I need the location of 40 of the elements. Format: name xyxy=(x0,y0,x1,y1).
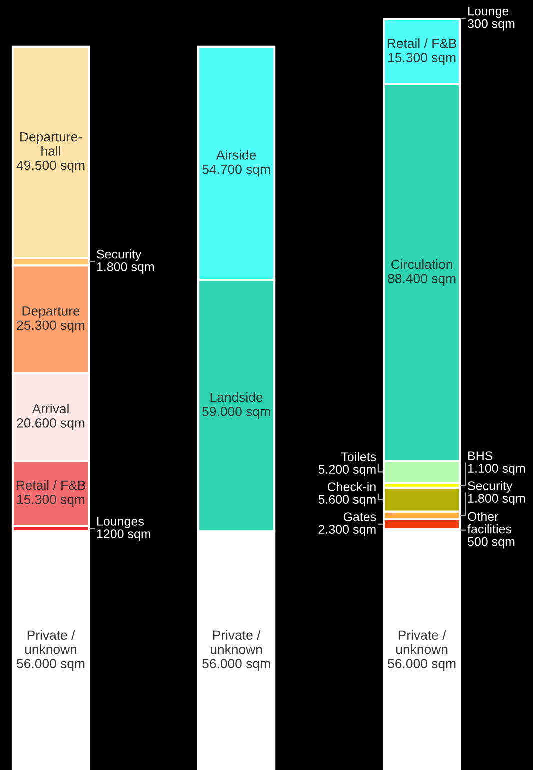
data-label: 2.300 sqm xyxy=(318,525,376,536)
data-label: 5.600 sqm xyxy=(318,495,376,506)
series-label: Arrival xyxy=(32,404,69,414)
data-label: 56.000 sqm xyxy=(388,659,456,672)
data-label: 25.300 sqm xyxy=(17,320,85,333)
series-label: Toilets xyxy=(341,452,376,462)
data-label: 56.000 sqm xyxy=(202,659,270,672)
series-label: Security xyxy=(97,250,142,262)
series-label: Gates xyxy=(344,512,376,522)
data-label: 1.800 sqm xyxy=(97,262,154,274)
series-label: Retail / F&B xyxy=(16,480,86,490)
series-label: Security xyxy=(468,481,513,493)
series-label: BHS xyxy=(468,452,493,460)
data-label: 54.700 sqm xyxy=(202,164,270,177)
series-label: Check-in xyxy=(328,482,376,492)
series-label: Departure xyxy=(22,306,80,318)
data-label: 1200 sqm xyxy=(97,530,151,541)
series-label: Lounge xyxy=(468,6,509,18)
data-label: 300 sqm xyxy=(468,19,515,31)
series-label: Circulation xyxy=(392,260,452,270)
series-label: Departure-hall xyxy=(20,132,82,156)
data-label: 1.800 sqm xyxy=(468,494,526,506)
text: Private / unknown xyxy=(210,630,262,654)
data-label: 15.300 sqm xyxy=(388,53,456,66)
data-label: 500 sqm xyxy=(468,537,515,549)
series-label: Landside xyxy=(210,392,263,402)
data-label: 5.200 sqm xyxy=(318,465,376,476)
data-label: 20.600 sqm xyxy=(17,418,85,430)
series-label: Other facilities xyxy=(468,512,512,534)
data-label: 15.300 sqm xyxy=(18,495,85,507)
data-label: 56.000 sqm xyxy=(17,659,85,672)
data-label: 49.500 sqm xyxy=(16,160,85,173)
series-label: Retail / F&B xyxy=(388,38,457,48)
data-label: 59.000 sqm xyxy=(202,407,270,419)
data-label: 88.400 sqm xyxy=(388,274,456,286)
series-label: Private / unknown xyxy=(396,630,448,654)
series-label: Airside xyxy=(216,150,256,160)
series-label: Lounges xyxy=(97,517,144,528)
text: Private / unknown xyxy=(25,630,77,654)
data-label: 1.100 sqm xyxy=(468,464,526,476)
